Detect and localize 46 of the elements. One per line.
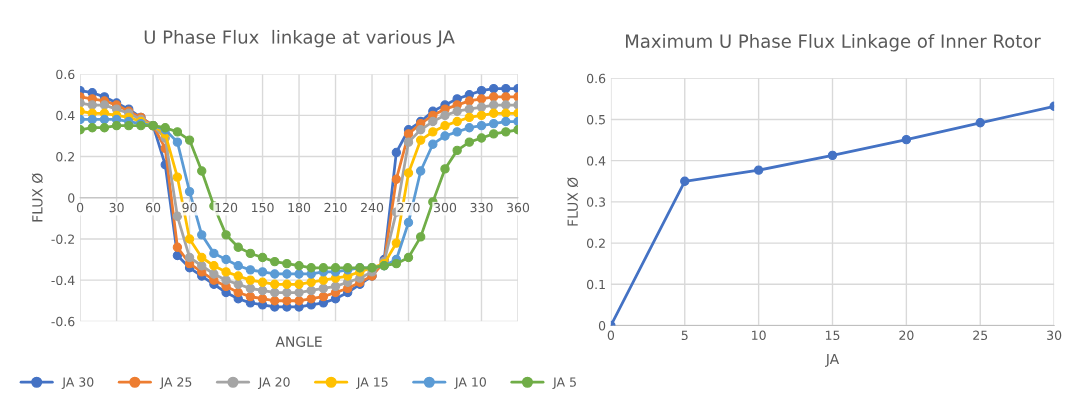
y-tick-label: 0.6 [56,69,75,80]
x-tick-label: 180 [288,202,311,213]
y-tick-label: 0.6 [586,73,606,84]
x-tick-label: 210 [324,202,347,213]
x-tick-label: 0 [607,330,615,341]
x-tick-label: 30 [1047,330,1062,341]
y-tick-label: 0.5 [586,114,605,125]
x-axis-title: ANGLE [275,336,322,347]
x-tick-label: 330 [470,202,493,213]
x-axis-title: JA [825,353,840,367]
x-tick-label: 20 [899,330,914,341]
legend-label: JA 20 [257,377,290,390]
y-axis-title: FLUX Ø [567,177,579,226]
x-tick-label: 5 [681,330,688,341]
legend-label: JA 30 [61,377,94,390]
y-tick-label: 0.2 [56,152,74,162]
x-tick-label: 25 [973,330,988,341]
legend-label: JA 10 [454,377,486,390]
legend-label: JA 15 [356,377,388,390]
y-tick-label: 0 [598,320,606,331]
chart-title: U Phase Flux linkage at various JA [144,29,455,48]
x-tick-label: 240 [361,202,384,213]
x-tick-label: 360 [507,202,530,213]
x-tick-label: 10 [752,330,766,341]
y-tick-label: 0 [68,193,75,203]
y-tick-label: 0.4 [586,156,606,166]
legend-label: JA 25 [159,377,192,390]
y-tick-label: -0.6 [51,316,75,327]
y-axis-title: FLUX Ø [31,173,43,222]
y-tick-label: -0.2 [51,234,74,244]
x-tick-label: 270 [397,202,420,213]
x-tick-label: 30 [109,202,124,213]
y-tick-label: 0.2 [586,238,605,249]
x-tick-label: 300 [434,202,457,213]
x-tick-label: 90 [182,202,197,213]
y-tick-label: 0.3 [586,197,606,207]
legend-label: JA 5 [552,377,576,390]
y-tick-label: 0.4 [56,110,75,121]
x-tick-label: 15 [825,330,840,341]
y-tick-label: 0.1 [586,279,605,290]
x-tick-label: 120 [215,202,238,213]
x-tick-label: 0 [76,202,84,213]
x-tick-label: 60 [146,202,161,213]
y-tick-label: -0.4 [51,275,75,286]
x-tick-label: 150 [251,202,274,213]
chart-title: Maximum U Phase Flux Linkage of Inner Rotor [626,34,1041,52]
